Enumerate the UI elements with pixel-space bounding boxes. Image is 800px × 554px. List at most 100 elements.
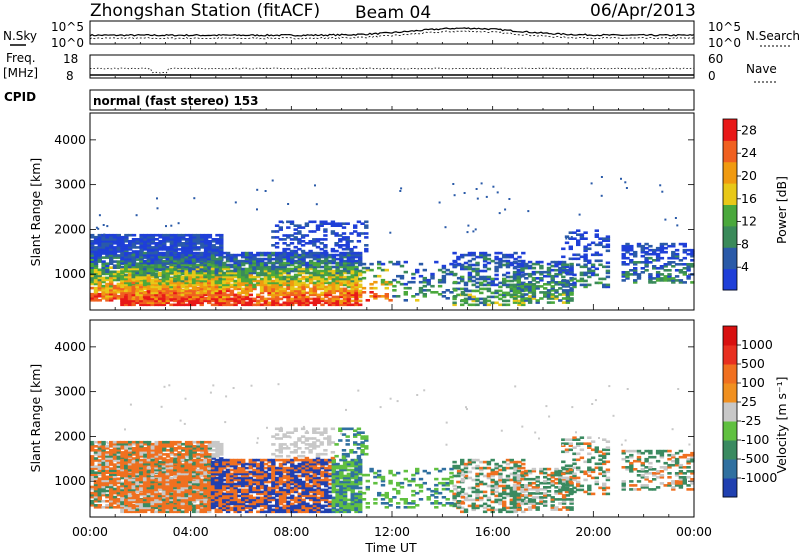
echo-cell (210, 281, 216, 285)
echo-cell (358, 285, 363, 289)
echo-cell (105, 264, 110, 267)
echo-cell (312, 267, 318, 271)
echo-cell (135, 490, 140, 494)
echo-cell (109, 276, 114, 280)
echo-cell (173, 244, 178, 247)
echo-cell (222, 271, 227, 275)
echo-cell (112, 240, 118, 243)
echo-cell (150, 267, 155, 271)
echo-cell (161, 498, 167, 502)
echo-cell (173, 270, 178, 274)
echo-cell (90, 447, 95, 450)
echo-cell (135, 500, 140, 504)
echo-cell (678, 271, 684, 274)
echo-cell (165, 279, 170, 283)
echo-cell (509, 295, 514, 299)
echo-cell (173, 285, 178, 289)
echo-cell (101, 294, 106, 298)
echo-cell (124, 291, 129, 295)
echo-cell (305, 285, 310, 289)
echo-cell (339, 293, 344, 297)
echo-cell (364, 232, 369, 235)
echo-cell (278, 269, 284, 273)
echo-cell (263, 271, 269, 275)
echo-cell (633, 263, 638, 266)
echo-cell (315, 224, 321, 227)
echo-cell (271, 297, 276, 301)
echo-cell (316, 255, 321, 259)
echo-cell (569, 297, 574, 300)
echo-cell (139, 246, 144, 249)
echo-cell (142, 466, 148, 470)
echo-cell (154, 492, 159, 496)
echo-cell (278, 251, 284, 255)
echo-cell (214, 267, 219, 271)
echo-cell (308, 230, 313, 233)
echo-cell (546, 274, 552, 278)
echo-cell (345, 238, 350, 241)
echo-cell (139, 449, 144, 452)
echo-cell (184, 279, 189, 283)
echo-cell (263, 303, 269, 307)
echo-cell (169, 476, 174, 480)
echo-cell (334, 222, 339, 225)
echo-cell (267, 251, 272, 255)
echo-cell (203, 283, 208, 287)
echo-cell (101, 481, 106, 485)
echo-cell (112, 501, 118, 505)
echo-cell (550, 279, 555, 282)
echo-cell (256, 261, 261, 265)
echo-cell (191, 263, 197, 267)
echo-cell (120, 490, 125, 494)
echo-cell (162, 242, 167, 245)
echo-cell (293, 293, 299, 297)
echo-cell (181, 242, 186, 245)
echo-cell (211, 440, 216, 444)
echo-cell (158, 447, 163, 450)
echo-cell (191, 301, 197, 305)
echo-cell (350, 273, 355, 277)
echo-cell (90, 235, 95, 239)
echo-cell (128, 248, 133, 251)
echo-cell (561, 289, 567, 292)
echo-cell (139, 265, 144, 269)
echo-cell (101, 276, 106, 280)
echo-cell (561, 285, 567, 288)
echo-cell (590, 241, 596, 245)
echo-cell (193, 197, 196, 200)
echo-cell (177, 440, 182, 444)
echo-cell (139, 244, 144, 247)
echo-cell (621, 271, 626, 274)
echo-cell (131, 281, 136, 285)
echo-cell (218, 281, 223, 285)
echo-cell (112, 272, 118, 276)
echo-cell (460, 277, 465, 281)
echo-cell (207, 279, 212, 283)
echo-cell (120, 506, 125, 509)
echo-cell (472, 230, 475, 233)
echo-cell (157, 474, 163, 478)
echo-cell (162, 447, 167, 450)
echo-cell (180, 466, 185, 470)
echo-cell (308, 301, 314, 305)
echo-cell (124, 506, 129, 510)
echo-cell (192, 242, 197, 245)
echo-cell (543, 287, 548, 290)
echo-cell (349, 247, 354, 251)
echo-cell (142, 476, 148, 480)
echo-cell (120, 238, 125, 241)
echo-cell (165, 460, 170, 464)
echo-cell (327, 271, 333, 275)
echo-cell (335, 253, 340, 257)
echo-cell (162, 233, 167, 237)
echo-cell (169, 466, 174, 470)
echo-cell (297, 297, 302, 301)
echo-cell (188, 471, 194, 474)
echo-cell (308, 240, 313, 243)
echo-cell (157, 478, 163, 482)
echo-cell (210, 295, 216, 299)
echo-cell (173, 279, 178, 283)
echo-cell (214, 279, 219, 283)
echo-cell (195, 265, 201, 269)
echo-cell (659, 246, 665, 250)
